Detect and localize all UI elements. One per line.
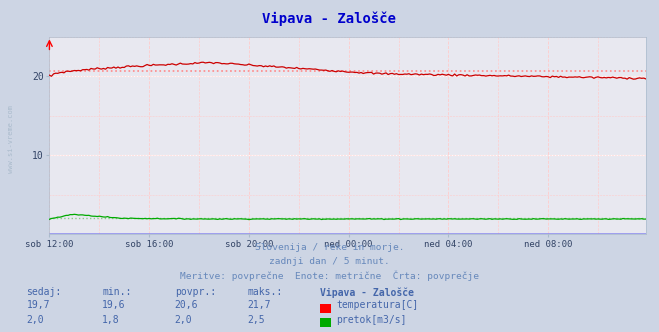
Text: 2,5: 2,5: [247, 315, 265, 325]
Text: 20,6: 20,6: [175, 300, 198, 310]
Text: zadnji dan / 5 minut.: zadnji dan / 5 minut.: [269, 257, 390, 266]
Text: 1,8: 1,8: [102, 315, 120, 325]
Text: min.:: min.:: [102, 287, 132, 297]
Text: povpr.:: povpr.:: [175, 287, 215, 297]
Text: 21,7: 21,7: [247, 300, 271, 310]
Text: 2,0: 2,0: [26, 315, 44, 325]
Text: temperatura[C]: temperatura[C]: [336, 300, 418, 310]
Text: Slovenija / reke in morje.: Slovenija / reke in morje.: [255, 243, 404, 252]
Text: 19,6: 19,6: [102, 300, 126, 310]
Text: Vipava - Zalošče: Vipava - Zalošče: [262, 12, 397, 26]
Text: Vipava - Zalošče: Vipava - Zalošče: [320, 287, 414, 298]
Text: pretok[m3/s]: pretok[m3/s]: [336, 315, 407, 325]
Text: Meritve: povprečne  Enote: metrične  Črta: povprečje: Meritve: povprečne Enote: metrične Črta:…: [180, 271, 479, 282]
Text: sedaj:: sedaj:: [26, 287, 61, 297]
Text: 19,7: 19,7: [26, 300, 50, 310]
Text: 2,0: 2,0: [175, 315, 192, 325]
Text: www.si-vreme.com: www.si-vreme.com: [8, 106, 14, 173]
Text: maks.:: maks.:: [247, 287, 282, 297]
